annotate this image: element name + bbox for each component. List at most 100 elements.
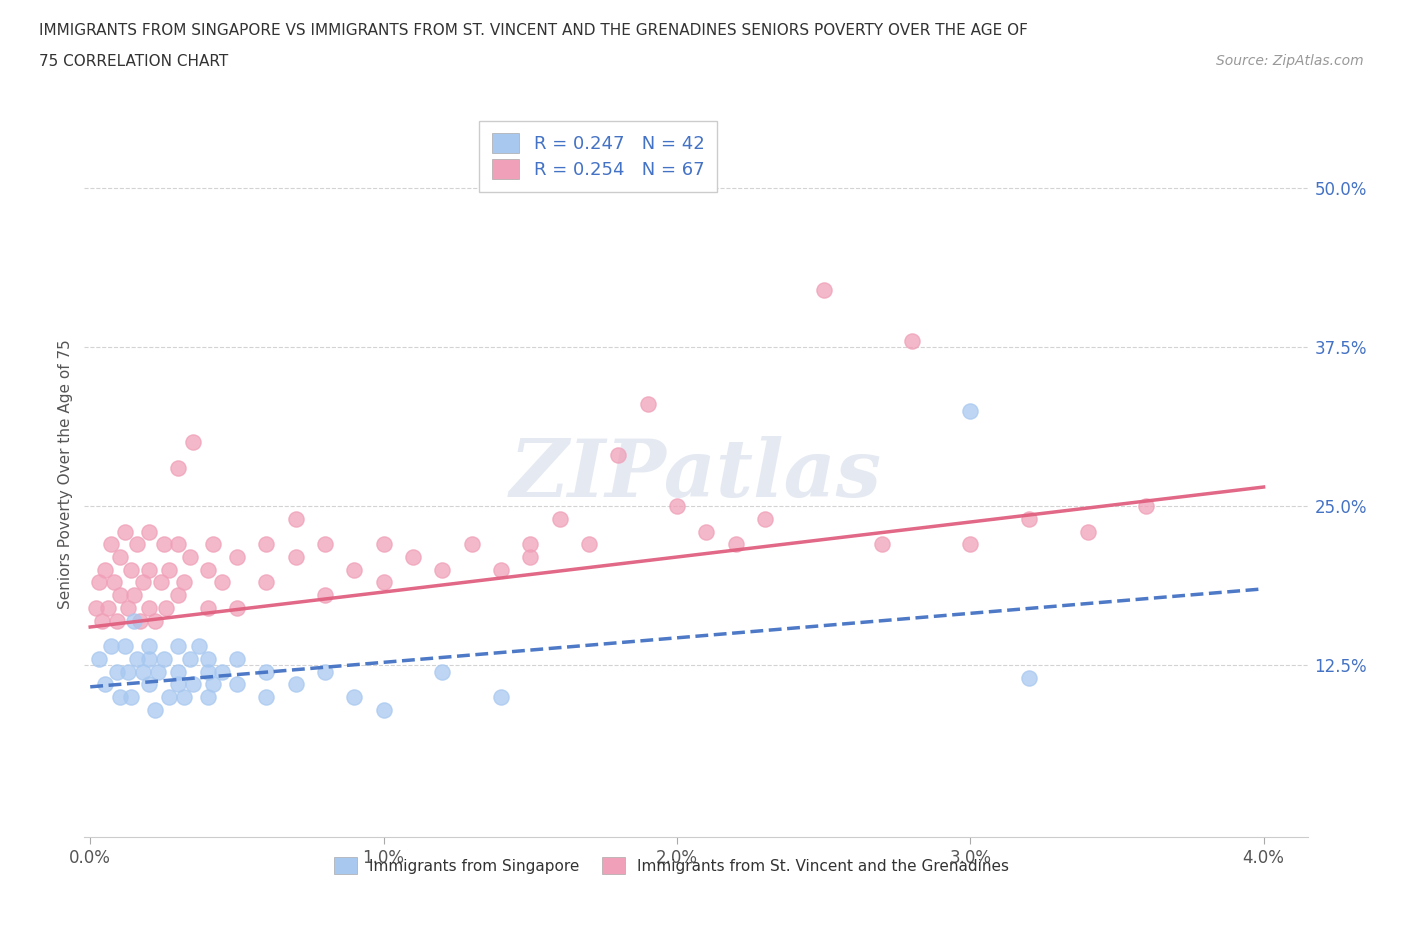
Point	[284, 677, 307, 692]
Point	[211, 575, 233, 590]
Point	[103, 575, 125, 590]
Point	[225, 601, 247, 616]
Point	[284, 550, 307, 565]
Point	[900, 333, 922, 348]
Point	[197, 664, 219, 679]
Point	[138, 677, 160, 692]
Point	[155, 601, 177, 616]
Point	[114, 639, 136, 654]
Y-axis label: Seniors Poverty Over the Age of 75: Seniors Poverty Over the Age of 75	[58, 339, 73, 609]
Point	[179, 651, 201, 666]
Point	[138, 563, 160, 578]
Point	[665, 498, 688, 513]
Point	[460, 537, 482, 551]
Point	[373, 702, 395, 717]
Point	[724, 537, 747, 551]
Point	[754, 512, 776, 526]
Point	[1018, 512, 1040, 526]
Point	[146, 664, 169, 679]
Point	[489, 689, 512, 704]
Point	[254, 537, 277, 551]
Point	[197, 651, 219, 666]
Point	[813, 283, 835, 298]
Text: IMMIGRANTS FROM SINGAPORE VS IMMIGRANTS FROM ST. VINCENT AND THE GRENADINES SENI: IMMIGRANTS FROM SINGAPORE VS IMMIGRANTS …	[39, 23, 1028, 38]
Point	[159, 689, 181, 704]
Point	[870, 537, 893, 551]
Point	[343, 689, 366, 704]
Legend: Immigrants from Singapore, Immigrants from St. Vincent and the Grenadines: Immigrants from Singapore, Immigrants fr…	[328, 851, 1015, 880]
Point	[132, 575, 155, 590]
Point	[138, 639, 160, 654]
Point	[343, 563, 366, 578]
Point	[167, 664, 190, 679]
Point	[143, 613, 166, 628]
Point	[143, 702, 166, 717]
Point	[108, 689, 131, 704]
Point	[91, 613, 114, 628]
Point	[108, 588, 131, 603]
Point	[173, 575, 195, 590]
Point	[637, 397, 659, 412]
Point	[120, 563, 142, 578]
Point	[519, 550, 541, 565]
Point	[181, 677, 204, 692]
Point	[519, 537, 541, 551]
Point	[197, 601, 219, 616]
Point	[548, 512, 571, 526]
Point	[173, 689, 195, 704]
Point	[94, 677, 117, 692]
Point	[152, 651, 174, 666]
Point	[108, 550, 131, 565]
Point	[197, 689, 219, 704]
Point	[1135, 498, 1157, 513]
Point	[87, 575, 110, 590]
Point	[373, 575, 395, 590]
Point	[138, 651, 160, 666]
Point	[127, 537, 149, 551]
Point	[87, 651, 110, 666]
Point	[167, 460, 190, 475]
Point	[122, 588, 145, 603]
Point	[167, 677, 190, 692]
Point	[225, 651, 247, 666]
Point	[489, 563, 512, 578]
Point	[100, 537, 122, 551]
Point	[97, 601, 120, 616]
Point	[100, 639, 122, 654]
Point	[127, 651, 149, 666]
Point	[373, 537, 395, 551]
Point	[314, 664, 336, 679]
Point	[695, 525, 717, 539]
Point	[149, 575, 172, 590]
Point	[114, 525, 136, 539]
Point	[167, 639, 190, 654]
Point	[959, 537, 981, 551]
Point	[105, 664, 128, 679]
Point	[120, 689, 142, 704]
Point	[254, 575, 277, 590]
Point	[225, 550, 247, 565]
Point	[138, 601, 160, 616]
Point	[607, 447, 630, 462]
Point	[1077, 525, 1099, 539]
Point	[1018, 671, 1040, 685]
Point	[152, 537, 174, 551]
Point	[314, 588, 336, 603]
Point	[138, 525, 160, 539]
Point	[167, 588, 190, 603]
Text: ZIPatlas: ZIPatlas	[510, 435, 882, 513]
Point	[402, 550, 425, 565]
Point	[181, 435, 204, 450]
Point	[167, 537, 190, 551]
Point	[432, 664, 454, 679]
Point	[202, 677, 225, 692]
Point	[105, 613, 128, 628]
Point	[84, 601, 107, 616]
Point	[211, 664, 233, 679]
Point	[314, 537, 336, 551]
Point	[179, 550, 201, 565]
Point	[284, 512, 307, 526]
Point	[159, 563, 181, 578]
Point	[94, 563, 117, 578]
Point	[254, 689, 277, 704]
